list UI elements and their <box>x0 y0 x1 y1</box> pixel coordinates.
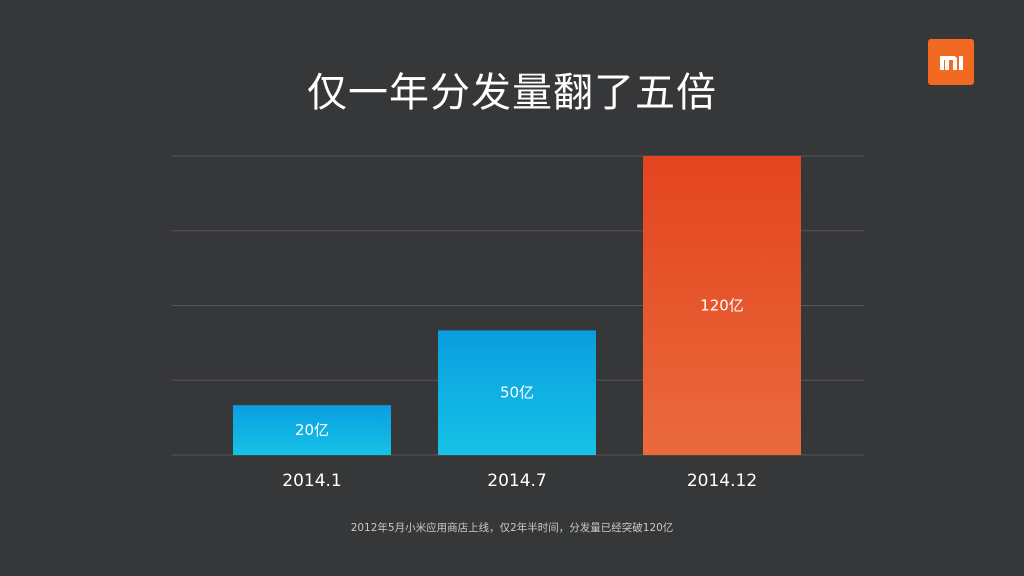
x-tick-2014.7: 2014.7 <box>487 471 546 491</box>
data-label-2014.7: 50亿 <box>500 384 534 402</box>
mi-logo-icon <box>928 39 974 85</box>
bars <box>233 156 801 455</box>
data-label-2014.1: 20亿 <box>295 421 329 439</box>
x-tick-2014.1: 2014.1 <box>282 471 341 491</box>
x-axis-ticks: 2014.1 2014.7 2014.12 <box>282 471 757 491</box>
bar-2014.1 <box>233 405 391 455</box>
page-title: 仅一年分发量翻了五倍 <box>307 70 717 116</box>
x-tick-2014.12: 2014.12 <box>687 471 757 491</box>
footnote: 2012年5月小米应用商店上线，仅2年半时间，分发量已经突破120亿 <box>350 522 674 534</box>
bar-labels: 20亿 50亿 120亿 <box>295 297 744 440</box>
data-label-2014.12: 120亿 <box>700 297 744 315</box>
bar-2014.7 <box>438 330 596 455</box>
bar-2014.12 <box>643 156 801 455</box>
mi-logo-glyph <box>940 56 963 70</box>
